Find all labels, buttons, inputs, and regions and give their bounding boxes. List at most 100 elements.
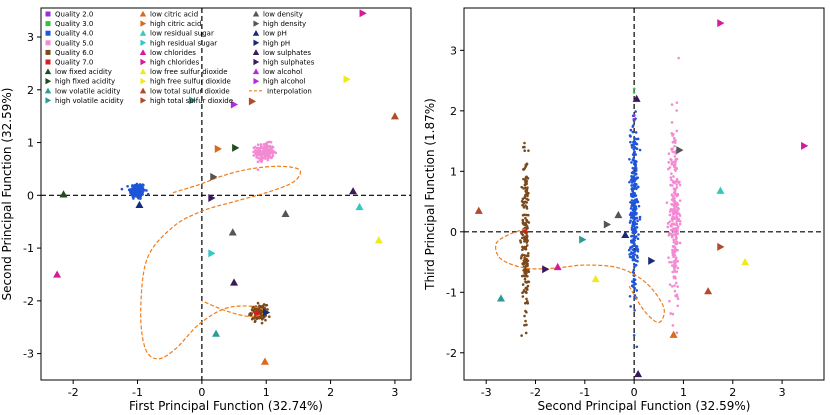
legend-swatch [253, 78, 260, 85]
data-point [675, 236, 678, 240]
interpolation-curve [140, 165, 302, 360]
data-point [676, 259, 679, 263]
legend-swatch [252, 30, 260, 36]
data-point [673, 284, 676, 287]
data-point [631, 211, 635, 215]
data-point [521, 221, 525, 225]
data-point [525, 197, 529, 201]
data-point [675, 167, 678, 171]
y-tick-label: 2 [450, 105, 457, 118]
legend-item: low total sulfur dioxide [139, 87, 230, 95]
data-point [523, 247, 527, 251]
data-point [630, 161, 633, 164]
y-tick-label: -1 [446, 286, 457, 299]
left-chart-panel: -2 -1 0 1 2 3 -3 -2 -1 0 1 2 3 First Principal Functi… [0, 7, 412, 413]
legend-label: Quality 6.0 [55, 49, 93, 57]
legend-swatch [139, 87, 147, 94]
marker-low-pH [621, 230, 630, 239]
legend-label: high density [263, 20, 306, 28]
data-point [126, 184, 129, 188]
data-point [633, 265, 636, 269]
marker-high-citric-acid [214, 144, 222, 153]
data-point [674, 264, 678, 267]
legend-label: high fixed acidity [55, 78, 115, 86]
marker-low-free-sulfur-dioxide [374, 236, 383, 244]
marker-low-fixed-acidity [59, 190, 68, 198]
data-point [520, 199, 524, 203]
data-point [628, 221, 632, 224]
data-point [674, 294, 677, 298]
data-point [674, 256, 678, 260]
marker-low-free-sulfur-dioxide [741, 258, 750, 266]
legend-swatch [140, 39, 147, 46]
marker-low-density [228, 228, 237, 236]
data-point [131, 194, 135, 198]
data-point [521, 295, 525, 298]
data-point [672, 266, 676, 269]
data-point [525, 224, 529, 228]
data-point [634, 110, 637, 113]
data-point [525, 291, 528, 295]
data-point [667, 256, 670, 259]
data-point [631, 224, 634, 227]
marker-low-sulphates [632, 94, 641, 102]
data-point [270, 146, 274, 150]
x-tick-label: -3 [481, 386, 492, 399]
data-point [676, 218, 679, 221]
data-point [524, 179, 527, 183]
marker-low-citric-acid [260, 357, 269, 365]
data-point [632, 117, 636, 121]
legend-swatch [45, 78, 52, 85]
legend-label: Quality 7.0 [55, 59, 93, 67]
data-point [666, 225, 670, 229]
y-axis-label: Second Principal Function (32.59%) [0, 88, 14, 301]
data-point [264, 142, 268, 145]
data-point [632, 268, 636, 272]
data-point [519, 239, 522, 242]
data-point [668, 209, 672, 213]
marker-low-total-sulfur-dioxide [704, 287, 713, 295]
data-point [674, 281, 678, 285]
data-point [526, 226, 529, 230]
legend-swatch [139, 30, 147, 36]
data-point [674, 157, 678, 161]
data-point [634, 166, 637, 169]
legend-item: high free sulfur dioxide [140, 78, 231, 86]
data-point [633, 192, 636, 196]
data-point [145, 189, 148, 192]
data-point [525, 239, 528, 242]
data-point [672, 244, 676, 248]
data-point [672, 260, 676, 263]
data-point [521, 291, 524, 295]
data-point [259, 143, 263, 146]
data-point [526, 264, 529, 268]
legend-label: high volatile acidity [55, 97, 124, 105]
legend-item: low density [252, 11, 303, 19]
legend-label: high residual sugar [150, 39, 217, 47]
data-point [673, 144, 676, 148]
data-point [524, 319, 527, 323]
data-point [675, 129, 679, 133]
data-point [253, 148, 257, 152]
data-point [265, 155, 269, 158]
data-point [523, 270, 527, 273]
data-point [632, 91, 636, 94]
data-point [252, 154, 256, 157]
data-point [262, 303, 266, 306]
data-point [634, 244, 638, 248]
data-point [676, 304, 680, 308]
data-point [675, 331, 679, 335]
data-point [135, 183, 139, 187]
data-point [672, 217, 676, 221]
data-point [632, 87, 636, 91]
data-point [253, 145, 257, 149]
data-point [519, 256, 523, 260]
data-point [673, 227, 676, 231]
legend-item: Quality 3.0 [45, 20, 93, 28]
data-point [525, 219, 528, 222]
data-point [678, 220, 682, 223]
data-point [676, 232, 680, 235]
data-point [260, 316, 264, 320]
data-point [632, 234, 636, 238]
marker-high-density [676, 146, 684, 155]
